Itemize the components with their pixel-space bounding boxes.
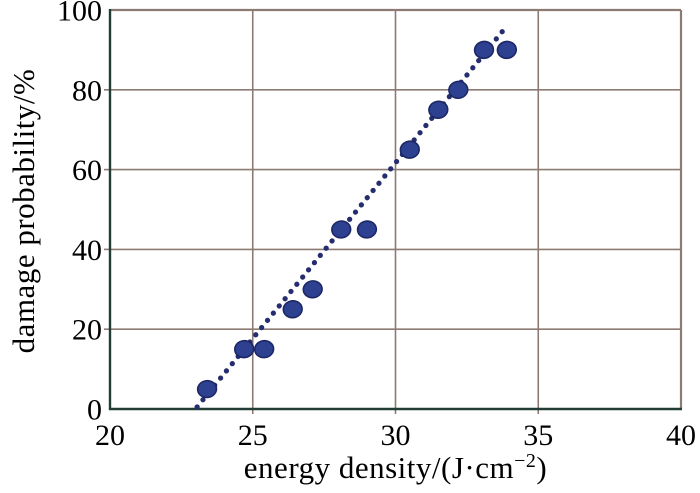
data-point bbox=[302, 280, 323, 299]
y-tick-label: 20 bbox=[72, 314, 102, 347]
y-tick-label: 100 bbox=[57, 0, 102, 28]
x-axis-title-main: energy density/(J·cm bbox=[243, 450, 515, 485]
x-tick-label: 40 bbox=[666, 419, 696, 452]
x-tick-label: 30 bbox=[381, 419, 411, 452]
data-point bbox=[473, 40, 495, 60]
data-point bbox=[282, 300, 303, 319]
x-tick-label: 20 bbox=[95, 419, 125, 452]
y-tick-label: 40 bbox=[72, 234, 102, 267]
y-axis-title: damage probability/% bbox=[6, 68, 41, 354]
data-point bbox=[496, 40, 518, 60]
x-axis-title-close: ) bbox=[536, 450, 548, 485]
data-point bbox=[356, 220, 378, 239]
x-axis-title-exponent: −2 bbox=[514, 450, 537, 472]
y-tick-label: 60 bbox=[72, 154, 102, 187]
data-point bbox=[196, 379, 218, 399]
data-point bbox=[448, 80, 469, 100]
data-point bbox=[399, 140, 420, 159]
data-point bbox=[234, 339, 255, 359]
y-tick-label: 0 bbox=[87, 394, 102, 427]
data-point bbox=[253, 339, 275, 359]
data-point bbox=[428, 100, 449, 119]
x-axis-title: energy density/(J·cm−2) bbox=[110, 450, 681, 486]
y-tick-label: 80 bbox=[72, 74, 102, 107]
x-tick-label: 35 bbox=[523, 419, 553, 452]
x-tick-label: 25 bbox=[238, 419, 268, 452]
data-point bbox=[331, 220, 352, 239]
